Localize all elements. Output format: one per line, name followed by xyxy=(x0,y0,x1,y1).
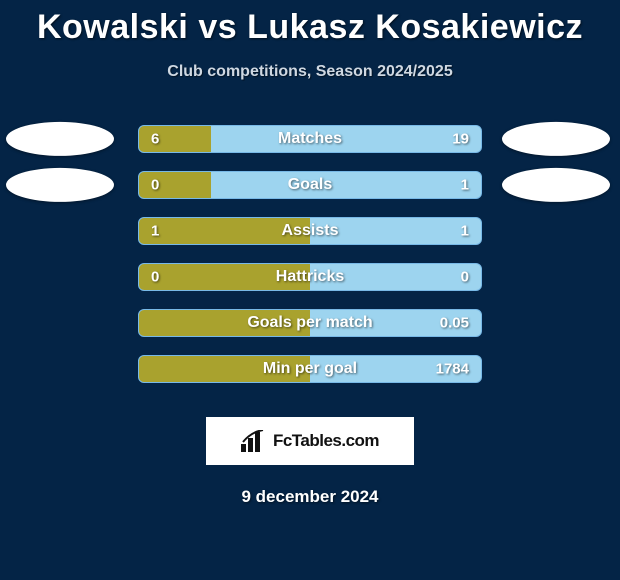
stat-row: 6 Matches 19 xyxy=(0,121,620,167)
stat-bar: 1 Assists 1 xyxy=(138,217,482,245)
stat-row: Min per goal 1784 xyxy=(0,351,620,397)
player-avatar-left xyxy=(6,122,114,156)
stat-label: Matches xyxy=(278,130,342,148)
stat-row: Goals per match 0.05 xyxy=(0,305,620,351)
stat-bar: Goals per match 0.05 xyxy=(138,309,482,337)
stat-label: Goals per match xyxy=(247,314,372,332)
stat-label: Min per goal xyxy=(263,360,357,378)
stat-bar-fill xyxy=(139,172,211,198)
stat-row: 0 Goals 1 xyxy=(0,167,620,213)
stat-bar: 0 Hattricks 0 xyxy=(138,263,482,291)
stat-row: 0 Hattricks 0 xyxy=(0,259,620,305)
player-avatar-left xyxy=(6,168,114,202)
stat-bar: 0 Goals 1 xyxy=(138,171,482,199)
stat-row: 1 Assists 1 xyxy=(0,213,620,259)
stat-bar-fill xyxy=(139,126,211,152)
stat-value-right: 19 xyxy=(452,131,469,148)
stat-value-right: 1784 xyxy=(436,361,469,378)
player-avatar-right xyxy=(502,168,610,202)
stat-value-right: 0 xyxy=(461,269,469,286)
stat-value-left: 1 xyxy=(151,223,159,240)
logo-box: FcTables.com xyxy=(206,417,414,465)
stat-bar: Min per goal 1784 xyxy=(138,355,482,383)
page-title: Kowalski vs Lukasz Kosakiewicz xyxy=(0,0,620,47)
stat-value-right: 0.05 xyxy=(440,315,469,332)
stat-rows: 6 Matches 19 0 Goals 1 1 Assists 1 0 Hattricks 0 Goa… xyxy=(0,121,620,397)
fctables-icon xyxy=(241,430,267,452)
footer-date: 9 december 2024 xyxy=(0,487,620,507)
page-subtitle: Club competitions, Season 2024/2025 xyxy=(0,63,620,81)
stat-label: Assists xyxy=(282,222,339,240)
stat-bar: 6 Matches 19 xyxy=(138,125,482,153)
stat-value-left: 0 xyxy=(151,177,159,194)
stat-value-left: 0 xyxy=(151,269,159,286)
stat-value-right: 1 xyxy=(461,223,469,240)
stat-label: Goals xyxy=(288,176,332,194)
player-avatar-right xyxy=(502,122,610,156)
stat-label: Hattricks xyxy=(276,268,344,286)
stat-value-right: 1 xyxy=(461,177,469,194)
logo-text: FcTables.com xyxy=(273,431,379,451)
stat-value-left: 6 xyxy=(151,131,159,148)
